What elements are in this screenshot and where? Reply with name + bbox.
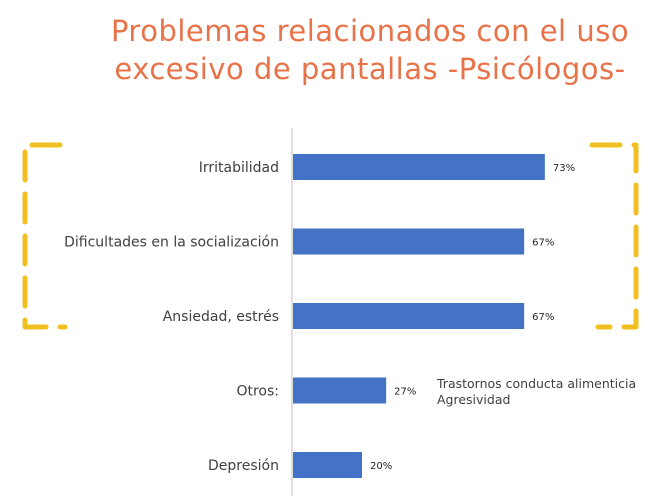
bar [293, 377, 387, 404]
annotation-aggression: Agresividad [437, 392, 510, 407]
bar [293, 154, 545, 180]
value-label: 67% [532, 238, 554, 249]
value-label: 73% [553, 163, 575, 174]
category-label: Depresión [208, 458, 279, 474]
left-bracket [22, 142, 68, 330]
category-label: Otros: [236, 384, 279, 400]
category-label: Irritabilidad [199, 160, 279, 176]
annotation-eating-disorders: Trastornos conducta alimenticia [436, 376, 636, 391]
chart-title-line-1: Problemas relacionados con el uso [110, 14, 630, 48]
bar [293, 303, 525, 329]
chart-title: Problemas relacionados con el uso excesi… [80, 12, 660, 88]
bar [293, 228, 525, 255]
category-label: Ansiedad, estrés [163, 309, 279, 325]
value-label: 20% [370, 461, 392, 472]
value-label: 67% [532, 312, 554, 323]
chart-title-line-2: excesivo de pantallas -Psicólogos- [114, 52, 626, 86]
category-label: Dificultades en la socialización [64, 235, 279, 251]
value-label: 27% [394, 387, 416, 398]
bar [293, 452, 362, 478]
right-bracket [589, 142, 639, 330]
